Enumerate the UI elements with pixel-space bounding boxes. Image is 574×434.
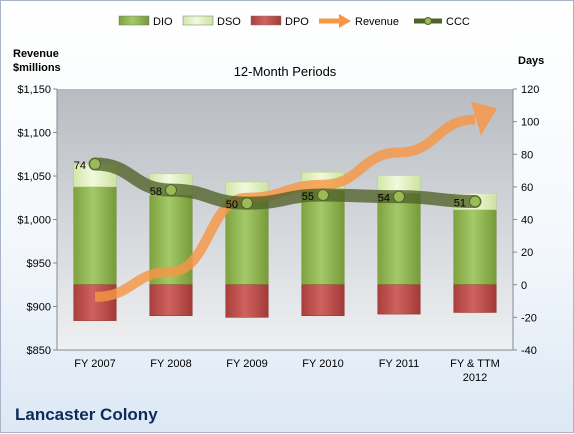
bar-dpo	[301, 284, 345, 316]
right-tick-label: 120	[521, 84, 539, 96]
bar-dpo	[73, 284, 117, 321]
legend-marker-ccc	[424, 17, 432, 25]
right-tick-label: 20	[521, 247, 533, 259]
legend-swatch-dio	[118, 15, 150, 26]
ccc-point	[393, 190, 405, 203]
left-axis-label-line2: $millions	[13, 62, 61, 74]
right-axis: -40 -20 0 20 40 60 80 100 120	[512, 84, 539, 357]
left-tick-label: $900	[27, 302, 51, 314]
bar-dio	[225, 198, 269, 285]
revenue-line	[94, 114, 476, 302]
right-tick-label: 0	[521, 280, 527, 292]
bar-dio	[453, 209, 497, 285]
revenue-arrowhead	[471, 101, 497, 136]
ccc-data-label: 58	[150, 186, 162, 198]
x-tick-label: FY & TTM	[450, 358, 500, 370]
revenue-arrow-group	[94, 101, 497, 302]
legend-label-dio: DIO	[153, 16, 173, 28]
x-tick-label: FY 2010	[302, 358, 343, 370]
ccc-point	[317, 189, 329, 202]
legend-label-dpo: DPO	[285, 16, 309, 28]
legend: DIO DSO DPO Revenue CCC	[118, 14, 470, 28]
legend-swatch-dso	[182, 15, 214, 26]
legend-label-dso: DSO	[217, 16, 241, 28]
right-tick-label: 40	[521, 215, 533, 227]
legend-swatch-dpo	[250, 15, 282, 26]
bars-group	[73, 163, 497, 321]
left-tick-label: $1,150	[17, 84, 51, 96]
ccc-data-label: 55	[302, 191, 314, 203]
legend-label-revenue: Revenue	[355, 16, 399, 28]
x-tick-label: 2012	[463, 372, 487, 384]
ccc-data-label: 51	[454, 198, 466, 210]
ccc-point	[165, 184, 177, 197]
right-tick-label: 100	[521, 117, 539, 129]
right-tick-label: -20	[521, 312, 537, 324]
ccc-data-label: 54	[378, 193, 390, 205]
left-tick-label: $950	[27, 258, 51, 270]
legend-label-ccc: CCC	[446, 16, 470, 28]
bar-dio	[73, 186, 117, 285]
left-tick-label: $1,100	[17, 128, 51, 140]
legend-arrowhead-revenue	[339, 14, 351, 28]
company-label: Lancaster Colony	[15, 405, 158, 424]
bar-dpo	[225, 284, 269, 318]
left-tick-label: $850	[27, 345, 51, 357]
bar-dpo	[377, 284, 421, 315]
left-tick-label: $1,050	[17, 171, 51, 183]
bar-dio	[301, 189, 345, 285]
chart-title: 12-Month Periods	[234, 64, 337, 79]
ccc-point	[89, 158, 101, 171]
right-tick-label: -40	[521, 345, 537, 357]
ccc-data-label: 50	[226, 199, 238, 211]
bar-dpo	[149, 284, 193, 316]
bar-dpo	[453, 284, 497, 313]
bar-dio	[377, 193, 421, 285]
right-axis-label: Days	[518, 55, 544, 67]
x-tick-label: FY 2009	[226, 358, 267, 370]
x-tick-label: FY 2007	[74, 358, 115, 370]
right-tick-label: 80	[521, 149, 533, 161]
ccc-point	[241, 197, 253, 210]
left-axis-label-line1: Revenue	[13, 48, 59, 60]
x-tick-label: FY 2011	[379, 358, 420, 370]
right-tick-label: 60	[521, 182, 533, 194]
ccc-data-label: 74	[74, 160, 86, 172]
ccc-point	[469, 195, 481, 208]
left-tick-label: $1,000	[17, 215, 51, 227]
ccc-line-group: 74 58 50 55 54 51	[74, 157, 482, 211]
x-axis: FY 2007 FY 2008 FY 2009 FY 2010 FY 2011 FY & …	[57, 349, 513, 384]
x-tick-label: FY 2008	[150, 358, 191, 370]
left-axis: $850 $900 $950 $1,000 $1,050 $1,100 $1,150	[17, 84, 58, 357]
